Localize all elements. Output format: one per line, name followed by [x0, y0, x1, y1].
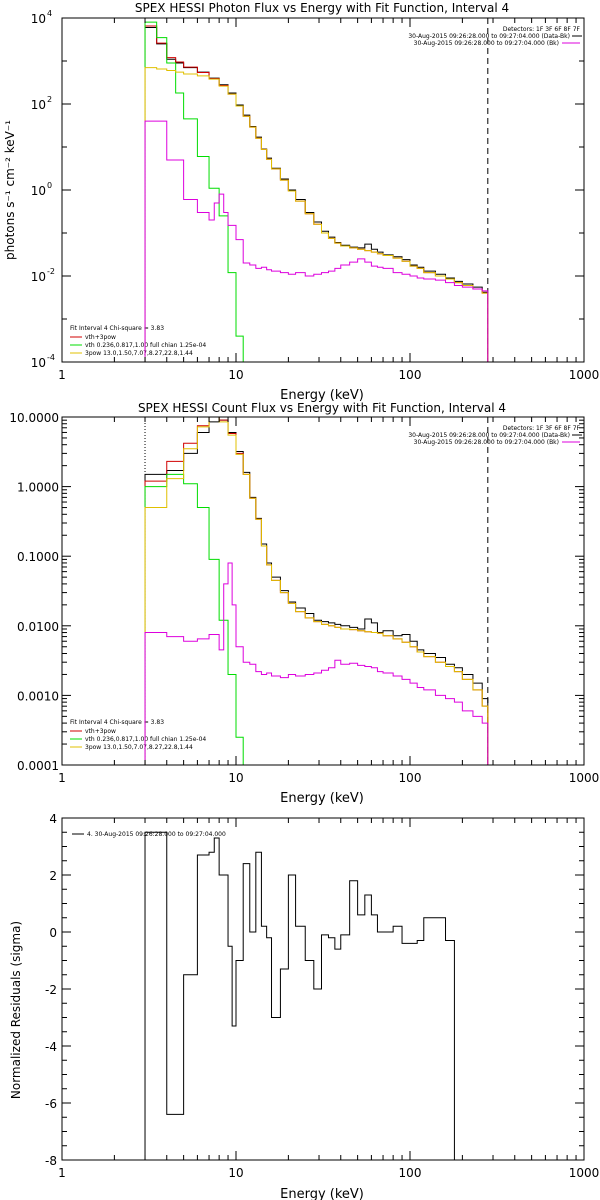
count-flux-header-databk: 30-Aug-2015 09:26:28.000 to 09:27:04.000…	[408, 432, 570, 439]
photon-flux-y-tick-exponent: 0	[47, 181, 52, 190]
residuals-y-label: Normalized Residuals (sigma)	[9, 921, 23, 1099]
count-flux-legend-total: vth+3pow	[85, 728, 116, 735]
photon-flux-series-3pow	[144, 67, 489, 362]
photon-flux-y-tick-label: 10	[31, 270, 46, 284]
photon-flux-x-tick-label: 10	[228, 368, 243, 382]
count-flux-y-tick-label: 1.0000	[17, 481, 59, 495]
residuals-y-tick-label: 2	[49, 869, 57, 883]
count-flux-y-tick-label: 0.0010	[17, 689, 59, 703]
residuals-y-tick-label: 0	[49, 926, 57, 940]
photon-flux-header-bk: 30-Aug-2015 09:26:28.000 to 09:27:04.000…	[414, 40, 559, 47]
count-flux-x-tick-label: 1000	[569, 771, 600, 785]
residuals-x-tick-label: 1000	[569, 1166, 600, 1180]
photon-flux-title: SPEX HESSI Photon Flux vs Energy with Fi…	[135, 1, 509, 15]
photon-flux-panel: SPEX HESSI Photon Flux vs Energy with Fi…	[3, 1, 582, 403]
photon-flux-series-group	[144, 18, 489, 362]
count-flux-title: SPEX HESSI Count Flux vs Energy with Fit…	[138, 401, 506, 415]
photon-flux-x-label: Energy (keV)	[280, 388, 364, 403]
count-flux-series-group	[144, 417, 489, 765]
count-flux-legend-3pow: 3pow 13.0,1.50,7.07,8.27,22.8,1.44	[85, 744, 193, 751]
photon-flux-series-vth	[144, 21, 262, 362]
photon-flux-y-tick-exponent: 4	[47, 9, 52, 18]
residuals-x-tick-label: 100	[399, 1166, 422, 1180]
photon-flux-series-data-bk	[144, 27, 489, 362]
count-flux-x-tick-label: 1	[58, 771, 66, 785]
count-flux-y-tick-label: 0.1000	[17, 550, 59, 564]
residuals-series-group	[144, 831, 455, 1160]
photon-flux-y-tick-label: 10	[31, 12, 46, 26]
count-flux-header-detectors: Detectors: 1F 3F 6F 8F 7F	[503, 425, 581, 432]
count-flux-header-bk: 30-Aug-2015 09:26:28.000 to 09:27:04.000…	[414, 439, 559, 446]
count-flux-x-label: Energy (keV)	[280, 791, 364, 806]
count-flux-panel: SPEX HESSI Count Flux vs Energy with Fit…	[70, 401, 582, 806]
photon-flux-y-tick-label: 10	[31, 356, 46, 370]
photon-flux-y-tick-label: 10	[31, 184, 46, 198]
photon-flux-legend-fit: Fit Interval 4 Chi-square = 3.83	[70, 325, 164, 332]
residuals-y-tick-label: -6	[45, 1097, 57, 1111]
photon-flux-x-tick-label: 1	[58, 368, 66, 382]
photon-flux-legend-total: vth+3pow	[85, 334, 116, 341]
residuals-y-tick-label: -2	[45, 983, 57, 997]
photon-flux-y-tick-exponent: 2	[47, 95, 52, 104]
residuals-legend-label: 4. 30-Aug-2015 09:26:28.000 to 09:27:04.…	[87, 831, 226, 838]
count-flux-plot: 1 10 100 1000 0.0001 0.0010 0.0100 0.1000 1.0000…	[9, 411, 600, 785]
count-flux-series-3pow	[144, 417, 489, 765]
residuals-y-tick-label: 4	[49, 812, 57, 826]
residuals-series-residuals	[144, 831, 455, 1160]
photon-flux-legend-vth: vth 0.236,0.817,1.00 full chian 1.25e-04	[85, 342, 206, 349]
photon-flux-y-label: photons s⁻¹ cm⁻² keV⁻¹	[3, 120, 17, 260]
photon-flux-frame	[61, 17, 585, 363]
count-flux-x-tick-label: 100	[399, 771, 422, 785]
photon-flux-series-vth-3pow	[144, 25, 489, 362]
count-flux-frame	[61, 416, 585, 766]
photon-flux-x-tick-label: 100	[399, 368, 422, 382]
photon-flux-y-tick-exponent: -2	[47, 267, 55, 276]
photon-flux-x-tick-label: 1000	[569, 368, 600, 382]
photon-flux-y-tick-label: 10	[31, 98, 46, 112]
count-flux-series-data-bk	[144, 419, 489, 765]
photon-flux-header-databk: 30-Aug-2015 09:26:28.000 to 09:27:04.000…	[408, 33, 570, 40]
count-flux-y-tick-label: 0.0001	[17, 759, 59, 773]
photon-flux-header-detectors: Detectors: 1F 3F 6F 8F 7F	[503, 26, 581, 33]
count-flux-y-tick-label: 0.0100	[17, 620, 59, 634]
residuals-plot: 1 10 100 1000 -8 -6 -4 -2 0 2 4	[45, 812, 599, 1180]
count-flux-legend-fit: Fit Interval 4 Chi-square = 3.83	[70, 719, 164, 726]
count-flux-series-bk	[144, 562, 489, 765]
count-flux-series-vth	[144, 473, 251, 765]
photon-flux-y-tick-exponent: -4	[47, 353, 55, 362]
count-flux-y-tick-label: 10.0000	[9, 411, 59, 425]
count-flux-legend-vth: vth 0.236,0.817,1.00 full chian 1.25e-04	[85, 736, 206, 743]
residuals-y-tick-label: -8	[45, 1154, 57, 1168]
residuals-panel: 4. 30-Aug-2015 09:26:28.000 to 09:27:04.…	[9, 831, 364, 1200]
photon-flux-series-bk	[144, 120, 489, 362]
residuals-x-tick-label: 10	[228, 1166, 243, 1180]
residuals-x-label: Energy (keV)	[280, 1187, 364, 1200]
photon-flux-legend-3pow: 3pow 13.0,1.50,7.07,8.27,22.8,1.44	[85, 350, 193, 357]
count-flux-x-tick-label: 10	[228, 771, 243, 785]
count-flux-series-vth-3pow	[144, 417, 489, 765]
residuals-y-tick-label: -4	[45, 1040, 57, 1054]
residuals-x-tick-label: 1	[58, 1166, 66, 1180]
residuals-frame	[61, 817, 585, 1161]
